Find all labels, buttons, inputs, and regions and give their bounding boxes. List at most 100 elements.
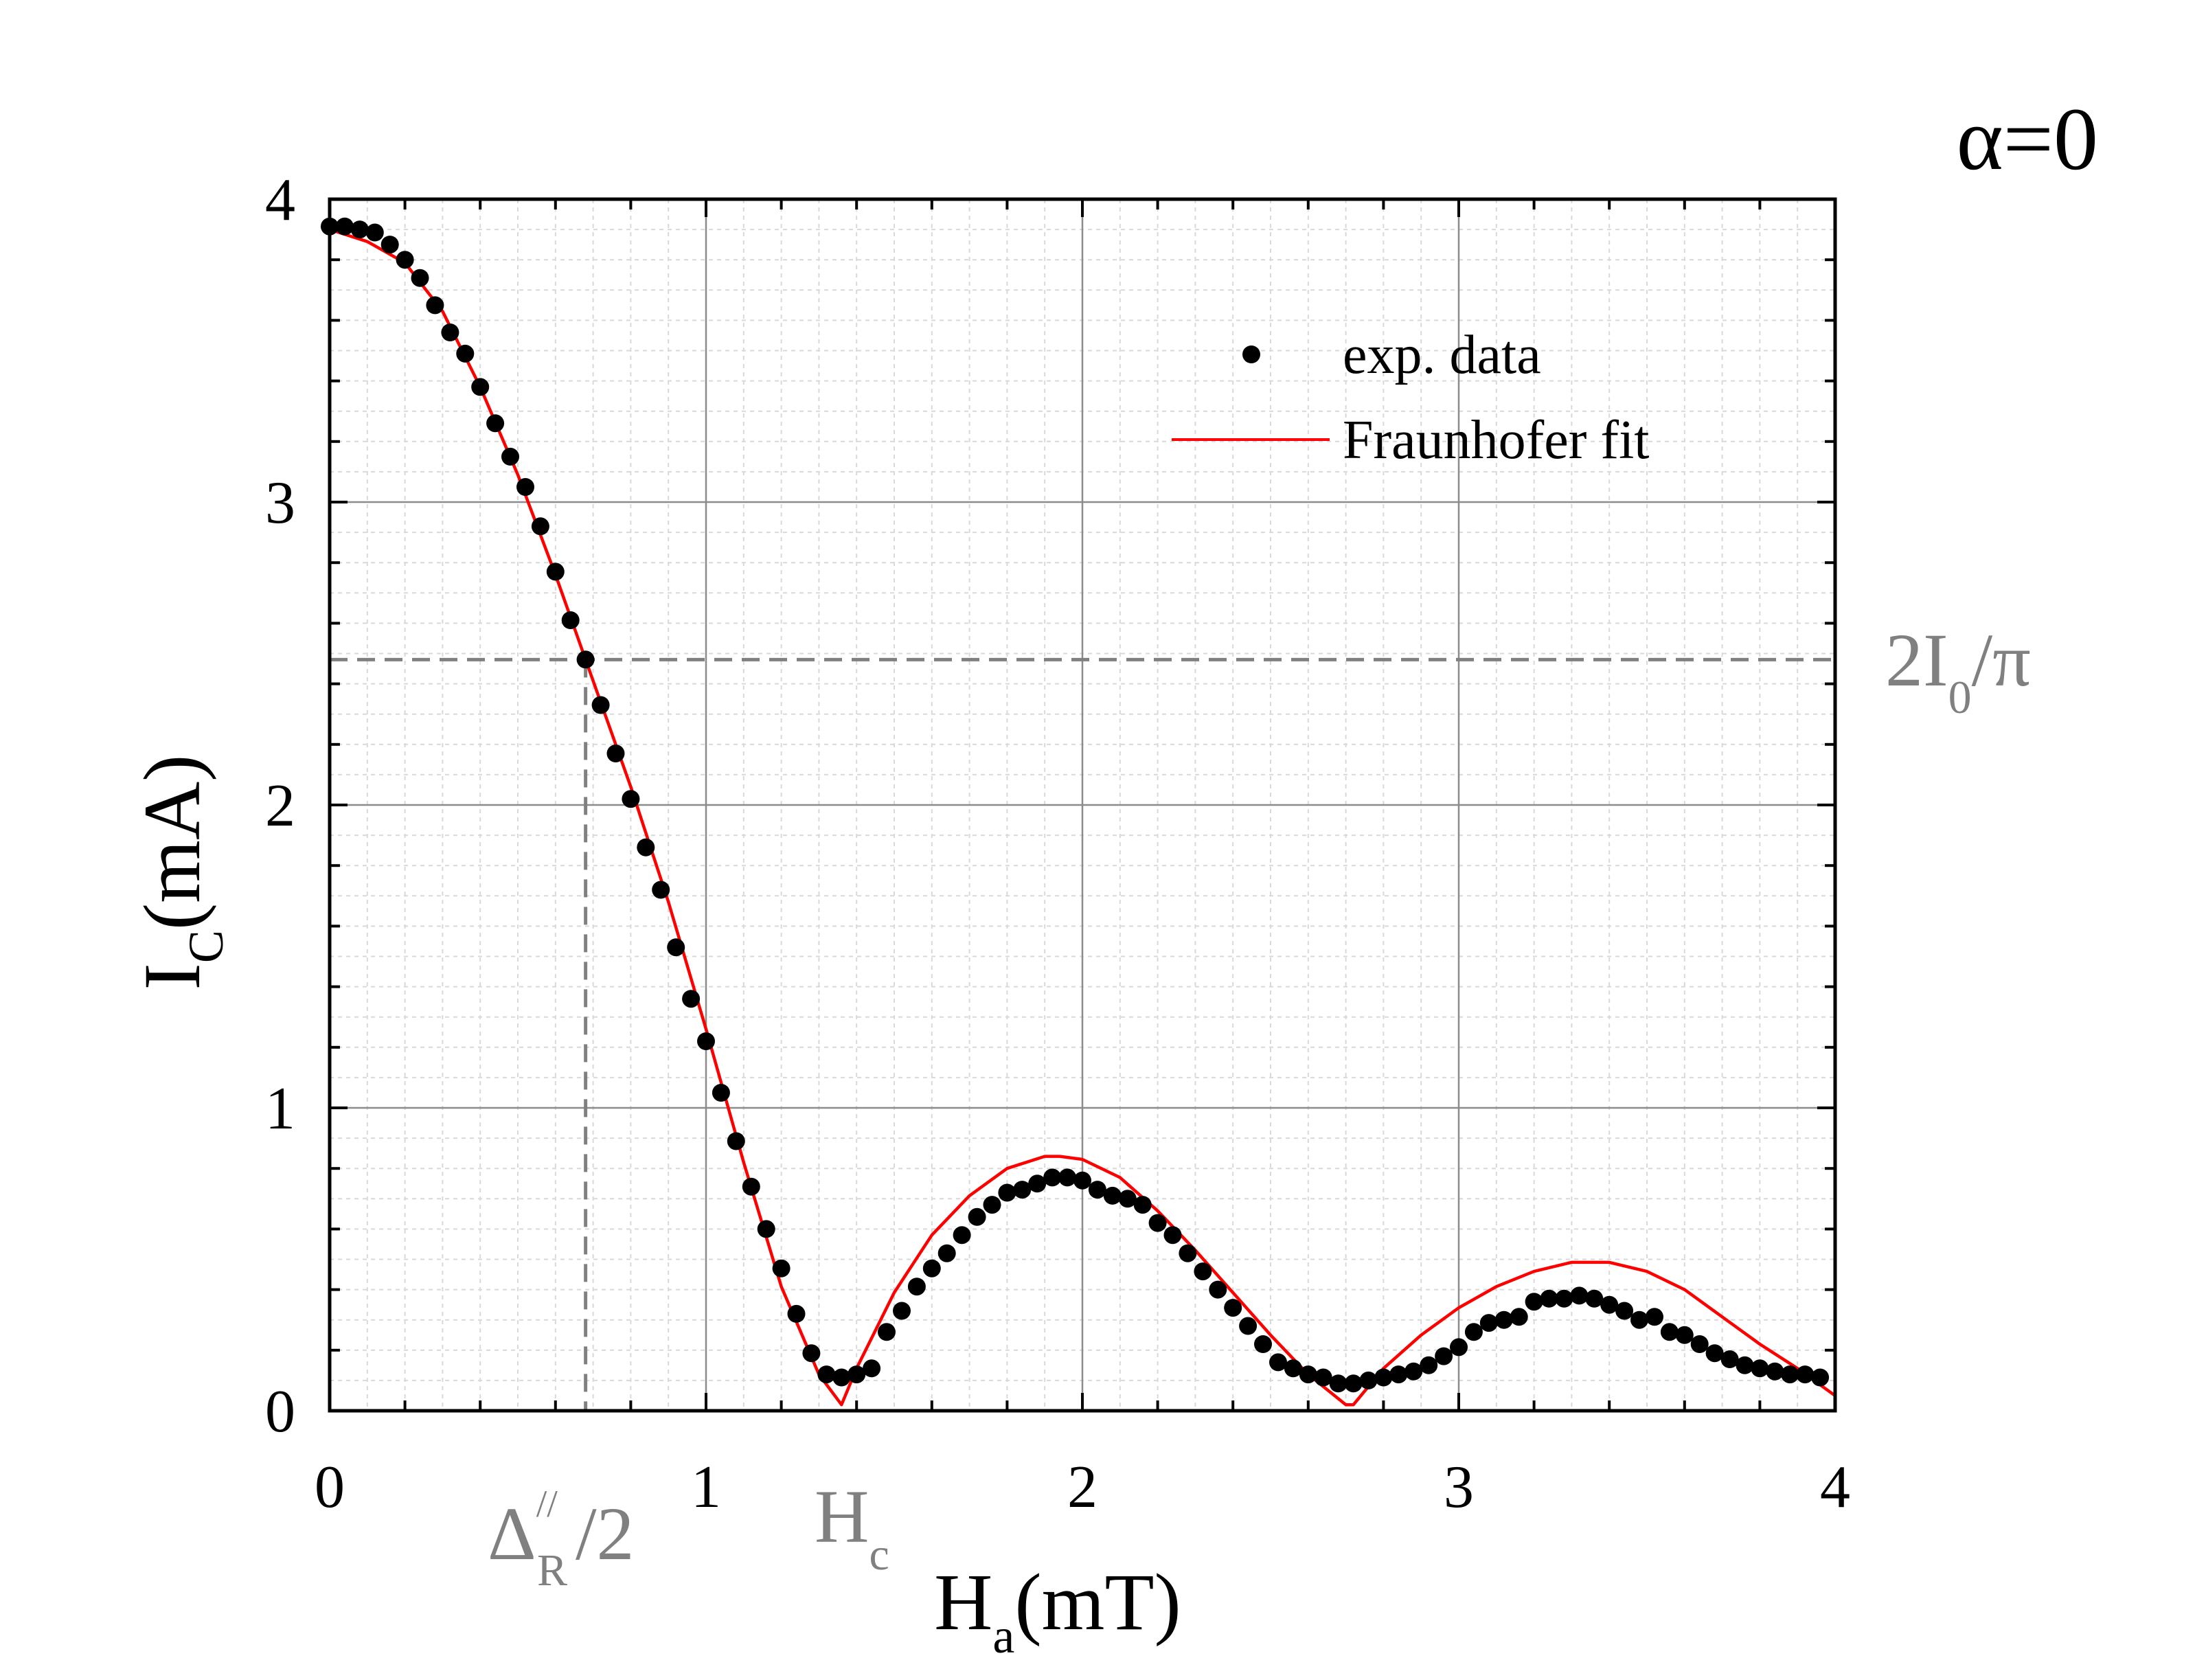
x-axis-label: Ha(mT) [934,1557,1181,1664]
data-point [1329,1374,1347,1393]
label-delta-r-half: Δ//R/2 [488,1483,635,1596]
data-point [1269,1353,1287,1372]
data-point [591,696,610,714]
data-point [622,790,640,808]
data-point [576,650,595,669]
data-point [953,1226,971,1245]
data-point [1585,1289,1604,1308]
data-point [787,1304,806,1323]
x-tick-label: 1 [691,1454,721,1521]
data-point [848,1365,866,1384]
y-axis-label: IC(mA) [127,755,234,990]
data-point [396,251,414,269]
data-point [486,414,505,433]
legend-label-fit: Fraunhofer fit [1343,410,1650,470]
data-point [757,1220,775,1238]
data-point [1494,1310,1513,1329]
data-point [1781,1365,1799,1384]
y-axis-label-unit: (mA) [127,755,217,931]
label-2i0-over-pi: 2I0/π [1885,618,2031,723]
data-point [456,344,475,363]
label-delta-superscript: // [536,1483,558,1525]
data-point [1389,1365,1408,1384]
data-point [1118,1190,1137,1208]
label-hc: Hc [815,1475,889,1580]
data-point [1615,1302,1634,1320]
data-point [742,1177,760,1196]
data-point [380,236,399,254]
tick-labels: 0 1 2 3 4 0 1 2 3 4 [265,167,1850,1521]
data-point [1525,1293,1543,1311]
x-tick-label: 4 [1820,1454,1850,1521]
data-point [1058,1168,1077,1187]
data-point [878,1323,896,1341]
data-point [1540,1289,1558,1308]
data-point [1359,1371,1378,1389]
data-point [1420,1356,1438,1374]
data-point [365,223,384,242]
data-point [1555,1289,1573,1308]
data-point [1314,1368,1332,1387]
legend-label-exp-data: exp. data [1343,325,1541,385]
y-tick-label: 1 [265,1076,295,1142]
data-point [1344,1374,1363,1393]
data-point [1043,1168,1062,1187]
data-point [1073,1171,1091,1190]
data-point [1209,1280,1227,1299]
label-delta-tail: /2 [576,1492,635,1576]
data-point [907,1278,926,1296]
data-point [350,220,369,239]
data-point [1450,1338,1468,1357]
data-point [1239,1317,1258,1335]
data-point [697,1032,715,1050]
x-tick-label: 3 [1444,1454,1474,1521]
y-tick-label: 4 [265,167,295,234]
data-point [1600,1295,1619,1314]
data-point [922,1259,941,1278]
data-point [546,563,565,581]
data-point [426,296,444,315]
data-point [1796,1365,1815,1384]
data-point [1179,1244,1197,1262]
data-point [1660,1323,1679,1341]
x-tick-label: 2 [1067,1454,1098,1521]
label-2i0-subscript: 0 [1948,671,1972,723]
fit-curve-layer [329,227,1836,1407]
data-point [531,517,549,536]
data-point [983,1196,1001,1214]
data-point [832,1368,851,1387]
data-point [501,447,519,466]
data-point [1751,1359,1769,1378]
label-2i0-tail: /π [1972,618,2031,702]
data-point [1705,1344,1724,1363]
data-point [937,1244,956,1262]
data-point [1299,1365,1317,1384]
fit-curve [329,227,1836,1407]
data-point [441,323,459,341]
data-point [652,881,670,899]
data-point [772,1259,791,1278]
data-point [1479,1314,1498,1332]
data-point [561,611,580,629]
y-tick-label: 2 [265,773,295,839]
y-tick-label: 3 [265,470,295,536]
data-point [1088,1181,1106,1199]
legend: exp. data Fraunhofer fit [1172,325,1650,470]
data-point [516,478,534,496]
data-point [817,1365,836,1384]
data-point [1404,1362,1423,1381]
data-point [712,1084,730,1102]
data-point [1163,1226,1182,1245]
data-point [1374,1368,1393,1387]
data-point [1464,1323,1483,1341]
data-point [1510,1308,1528,1326]
data-point [1811,1368,1830,1387]
data-point [335,217,354,236]
data-point [606,745,625,762]
data-point [1013,1181,1032,1199]
data-point [637,838,655,856]
data-point [1675,1326,1694,1344]
data-point [1630,1310,1648,1329]
data-point [682,990,701,1008]
